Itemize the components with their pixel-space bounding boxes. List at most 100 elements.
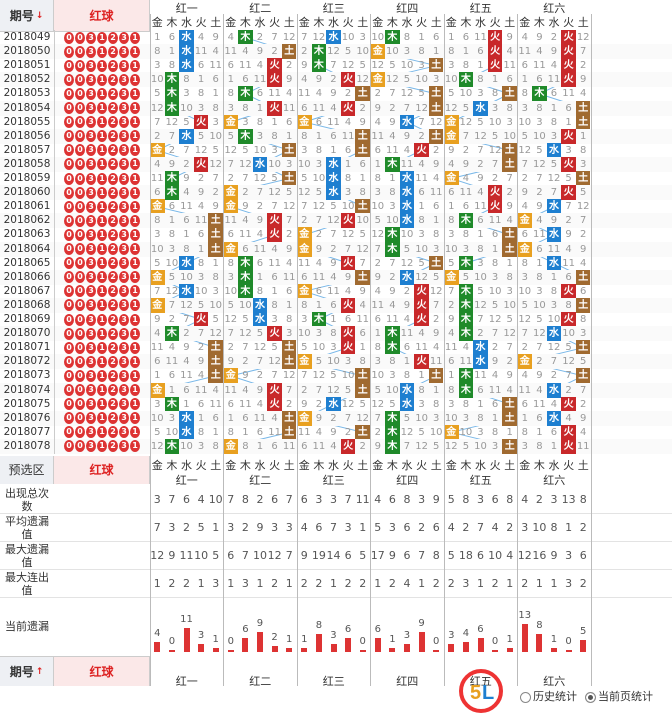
current-miss-bar [565, 650, 572, 652]
red-ball-icon: 1 [97, 116, 107, 129]
hit-cell: 木 [238, 269, 253, 285]
miss-cell: 3 [433, 412, 440, 424]
red-ball-icon: 0 [64, 384, 74, 396]
footer-issue-header[interactable]: 期号 ↑ [0, 656, 54, 686]
miss-cell: 12 [444, 102, 458, 114]
hit-cell: 火 [561, 128, 576, 144]
red-ball-icon: 2 [108, 214, 118, 227]
miss-cell: 11 [459, 356, 473, 368]
stat-value: 3 [462, 577, 470, 590]
miss-cell: 7 [315, 384, 323, 396]
stat-value: 1 [359, 521, 367, 534]
miss-cell: 4 [506, 215, 513, 227]
miss-cell: 12 [547, 173, 561, 184]
stat-value: 6 [403, 549, 411, 562]
miss-cell: 5 [477, 116, 484, 128]
red-ball-icon: 2 [108, 398, 118, 411]
miss-cell: 6 [433, 201, 440, 213]
miss-cell: 6 [536, 243, 543, 255]
miss-cell: 9 [168, 158, 176, 170]
miss-cell: 11 [312, 440, 326, 452]
miss-cell: 1 [330, 144, 337, 156]
stat-value: 12 [517, 549, 532, 562]
group-separator [443, 14, 445, 686]
hit-cell: 金 [223, 438, 239, 454]
stat-value: 3 [241, 577, 249, 590]
miss-cell: 9 [550, 215, 558, 227]
miss-cell: 8 [477, 412, 484, 424]
hit-cell: 木 [458, 283, 474, 299]
red-ball-icon: 2 [108, 172, 118, 185]
stat-value: 1 [565, 521, 573, 534]
red-ball-icon: 3 [86, 327, 96, 340]
stat-value: 6 [300, 493, 308, 506]
hit-cell: 土 [428, 100, 444, 116]
hit-cell: 水 [326, 396, 341, 412]
miss-cell: 10 [371, 32, 385, 43]
miss-cell: 10 [224, 285, 238, 297]
miss-cell: 10 [180, 271, 193, 283]
miss-cell: 8 [227, 88, 234, 100]
red-ball-icon: 3 [86, 214, 96, 227]
red-ball-icon: 0 [64, 172, 74, 185]
hit-cell: 土 [502, 156, 517, 172]
miss-cell: 1 [565, 116, 572, 128]
miss-cell: 2 [242, 356, 249, 368]
miss-cell: 1 [344, 158, 352, 170]
miss-cell: 7 [330, 229, 337, 241]
history-stats-option[interactable]: 历史统计 [520, 688, 577, 704]
current-miss-value: 9 [256, 618, 264, 629]
miss-cell: 12 [371, 60, 385, 72]
issue-number: 2018057 [0, 142, 55, 158]
miss-cell: 9 [536, 201, 543, 213]
miss-cell: 7 [242, 173, 249, 184]
stat-value: 8 [241, 493, 249, 506]
miss-cell: 6 [506, 74, 513, 86]
stat-value: 2 [344, 577, 352, 590]
group-separator [517, 14, 518, 686]
miss-cell: 4 [154, 158, 161, 170]
hit-cell: 木 [238, 30, 253, 45]
miss-cell: 7 [286, 384, 293, 396]
miss-cell: 12 [282, 201, 296, 213]
red-ball-icon: 3 [86, 59, 96, 72]
issue-column-header[interactable]: 期号 ↓ [0, 0, 54, 32]
miss-cell: 2 [462, 144, 470, 156]
miss-cell: 5 [301, 173, 308, 184]
miss-cell: 2 [565, 384, 572, 396]
footer-group-label: 红一 [175, 675, 198, 688]
miss-cell: 2 [359, 102, 366, 114]
miss-cell: 3 [197, 102, 205, 114]
current-miss-value: 3 [448, 630, 455, 641]
miss-cell: 10 [297, 328, 311, 340]
miss-cell: 2 [301, 46, 308, 58]
miss-cell: 1 [315, 130, 323, 142]
miss-cell: 12 [415, 102, 428, 114]
miss-cell: 9 [256, 384, 264, 396]
miss-cell: 12 [312, 32, 326, 43]
stat-value: 3 [418, 493, 426, 506]
element-label: 水 [548, 16, 560, 29]
group-separator [370, 14, 371, 686]
miss-cell: 11 [429, 356, 443, 368]
miss-cell: 12 [415, 440, 428, 452]
current-page-stats-option[interactable]: 当前页统计 [585, 688, 653, 704]
miss-cell: 12 [165, 285, 179, 297]
sort-down-icon: ↓ [35, 10, 44, 21]
miss-cell: 12 [253, 173, 267, 184]
miss-cell: 4 [418, 328, 425, 340]
red-ball-icon: 3 [86, 102, 96, 114]
miss-cell: 7 [359, 257, 366, 269]
red-ball-icon: 1 [97, 102, 107, 114]
miss-cell: 3 [389, 370, 396, 382]
red-ball-icon: 1 [97, 285, 107, 298]
miss-cell: 5 [418, 426, 425, 438]
hit-cell: 水 [399, 171, 415, 186]
stat-value: 5 [359, 549, 367, 562]
miss-cell: 10 [371, 201, 385, 213]
current-miss-bar [257, 632, 263, 652]
hit-cell: 土 [428, 255, 444, 271]
element-label: 土 [357, 16, 369, 29]
red-ball-icon: 1 [97, 200, 107, 213]
red-ball-icon: 1 [130, 45, 140, 58]
